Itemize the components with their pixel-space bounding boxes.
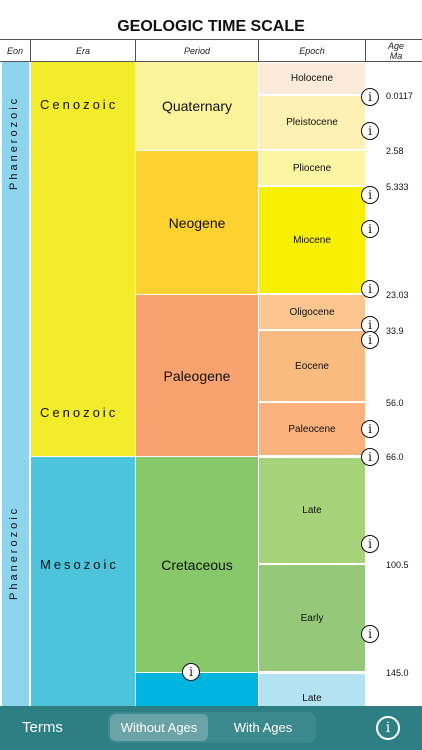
page-title: GEOLOGIC TIME SCALE (117, 18, 305, 35)
age-value: 0.0117 (386, 91, 413, 101)
epoch-holocene[interactable]: Holocene (259, 62, 365, 95)
epoch-pliocene[interactable]: Pliocene (259, 150, 365, 186)
epoch-pleistocene[interactable]: Pleistocene (259, 95, 365, 150)
header-age-unit: Ma (389, 51, 403, 61)
period-label: Neogene (168, 214, 226, 231)
header-divider (30, 40, 31, 62)
without-ages-tab[interactable]: Without Ages (110, 714, 208, 741)
eon-label: Phanerozoic (8, 95, 20, 190)
info-icon[interactable]: i (361, 220, 379, 238)
epoch-label: Pleistocene (286, 117, 338, 128)
header-divider (135, 40, 136, 62)
era-mesozoic-cell[interactable] (31, 457, 135, 706)
age-value: 145.0 (386, 668, 409, 678)
period-label: Paleogene (163, 367, 231, 384)
header-divider (365, 40, 366, 62)
age-value: 23.03 (386, 290, 409, 300)
eon-label: Phanerozoic (8, 505, 20, 600)
epoch-label: Pliocene (292, 162, 332, 174)
terms-button[interactable]: Terms (22, 719, 63, 736)
header-age: Age Ma (370, 38, 422, 64)
header-era: Era (75, 46, 90, 56)
age-value: 66.0 (386, 452, 404, 462)
header-eon: Eon (6, 46, 23, 56)
header-divider (258, 40, 259, 62)
info-icon[interactable]: i (361, 280, 379, 298)
header-epoch: Epoch (299, 46, 325, 56)
header-age-label: Age (387, 41, 404, 51)
info-icon[interactable]: i (361, 535, 379, 553)
age-value: 56.0 (386, 398, 404, 408)
age-value: 33.9 (386, 326, 404, 336)
period-label: Quaternary (161, 98, 233, 114)
age-value: 2.58 (386, 146, 404, 156)
info-icon[interactable]: i (361, 88, 379, 106)
epoch-label: Miocene (293, 234, 331, 246)
age-value: 100.5 (386, 560, 409, 570)
period-quaternary[interactable]: Quaternary (136, 62, 258, 150)
info-icon[interactable]: i (376, 716, 400, 740)
epoch-miocene[interactable]: Miocene (259, 186, 365, 294)
epoch-paleocene[interactable]: Paleocene (259, 402, 365, 456)
info-icon[interactable]: i (361, 625, 379, 643)
era-cenozoic-cell[interactable] (31, 62, 135, 456)
era-label-top: Cenozoic (40, 97, 119, 112)
era-label-bottom: Cenozoic (40, 405, 119, 420)
info-icon[interactable]: i (361, 122, 379, 140)
period-cretaceous[interactable]: Cretaceous (136, 457, 258, 672)
epoch-eocene[interactable]: Eocene (259, 330, 365, 402)
epoch-label: Oligocene (289, 306, 335, 318)
header-period: Period (183, 46, 210, 56)
period-neogene[interactable]: Neogene (136, 151, 258, 294)
with-ages-tab[interactable]: With Ages (233, 720, 293, 735)
header-bottom-border (0, 61, 422, 62)
bottom-toolbar: Terms Without Ages With Ages i (0, 706, 422, 750)
period-label: Cretaceous (161, 556, 233, 573)
age-display-segmented-control: Without Ages With Ages (108, 712, 316, 743)
info-icon[interactable]: i (361, 186, 379, 204)
info-icon[interactable]: i (361, 420, 379, 438)
eon-phanerozoic-cell[interactable] (2, 62, 29, 706)
header-top-border (0, 39, 422, 40)
epoch-label: Holocene (290, 73, 334, 84)
epoch-label: Early (300, 612, 324, 624)
epoch-label: Eocene (295, 360, 329, 372)
epoch-early-cretaceous[interactable]: Early (259, 564, 365, 672)
era-label-mesozoic: Mesozoic (40, 557, 119, 572)
epoch-label: Late (302, 692, 322, 704)
epoch-label: Late (302, 505, 322, 516)
epoch-late-cretaceous[interactable]: Late (259, 457, 365, 564)
info-icon[interactable]: i (182, 663, 200, 681)
epoch-label: Paleocene (288, 423, 336, 435)
epoch-oligocene[interactable]: Oligocene (259, 294, 365, 330)
period-paleogene[interactable]: Paleogene (136, 295, 258, 456)
info-icon[interactable]: i (361, 448, 379, 466)
age-value: 5.333 (386, 182, 409, 192)
info-icon[interactable]: i (361, 331, 379, 349)
